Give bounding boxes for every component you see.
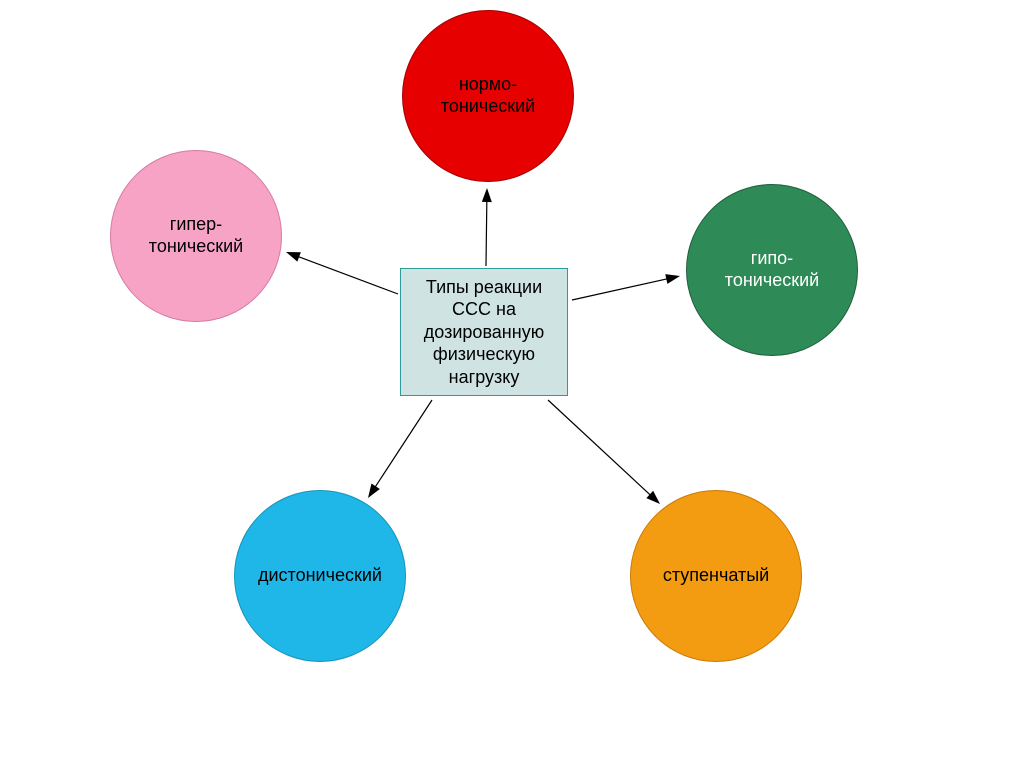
- node-step-label: ступенчатый: [663, 565, 769, 587]
- node-step-label-line1: ступенчатый: [663, 565, 769, 585]
- node-normo: нормо-тонический: [402, 10, 574, 182]
- node-dysto: дистонический: [234, 490, 406, 662]
- node-hypo-label-line1: гипо-: [751, 248, 793, 268]
- node-hyper-label-line2: тонический: [149, 236, 243, 256]
- diagram-canvas: Типы реакции ССС на дозированную физичес…: [0, 0, 1024, 767]
- node-hyper-label-line1: гипер-: [170, 214, 222, 234]
- arrow-to-dysto: [368, 400, 432, 498]
- node-dysto-label-line1: дистонический: [258, 565, 382, 585]
- node-hypo: гипо-тонический: [686, 184, 858, 356]
- node-normo-label: нормо-тонический: [441, 74, 535, 117]
- arrow-to-hyper: [286, 252, 398, 294]
- node-hyper: гипер-тонический: [110, 150, 282, 322]
- center-text: Типы реакции ССС на дозированную физичес…: [409, 276, 559, 389]
- node-step: ступенчатый: [630, 490, 802, 662]
- arrow-to-step: [548, 400, 660, 504]
- node-hyper-label: гипер-тонический: [149, 214, 243, 257]
- center-box: Типы реакции ССС на дозированную физичес…: [400, 268, 568, 396]
- node-normo-label-line2: тонический: [441, 96, 535, 116]
- node-dysto-label: дистонический: [258, 565, 382, 587]
- arrow-to-normo: [482, 188, 492, 266]
- node-hypo-label: гипо-тонический: [725, 248, 819, 291]
- arrow-to-hypo: [572, 274, 680, 300]
- node-hypo-label-line2: тонический: [725, 270, 819, 290]
- node-normo-label-line1: нормо-: [459, 74, 517, 94]
